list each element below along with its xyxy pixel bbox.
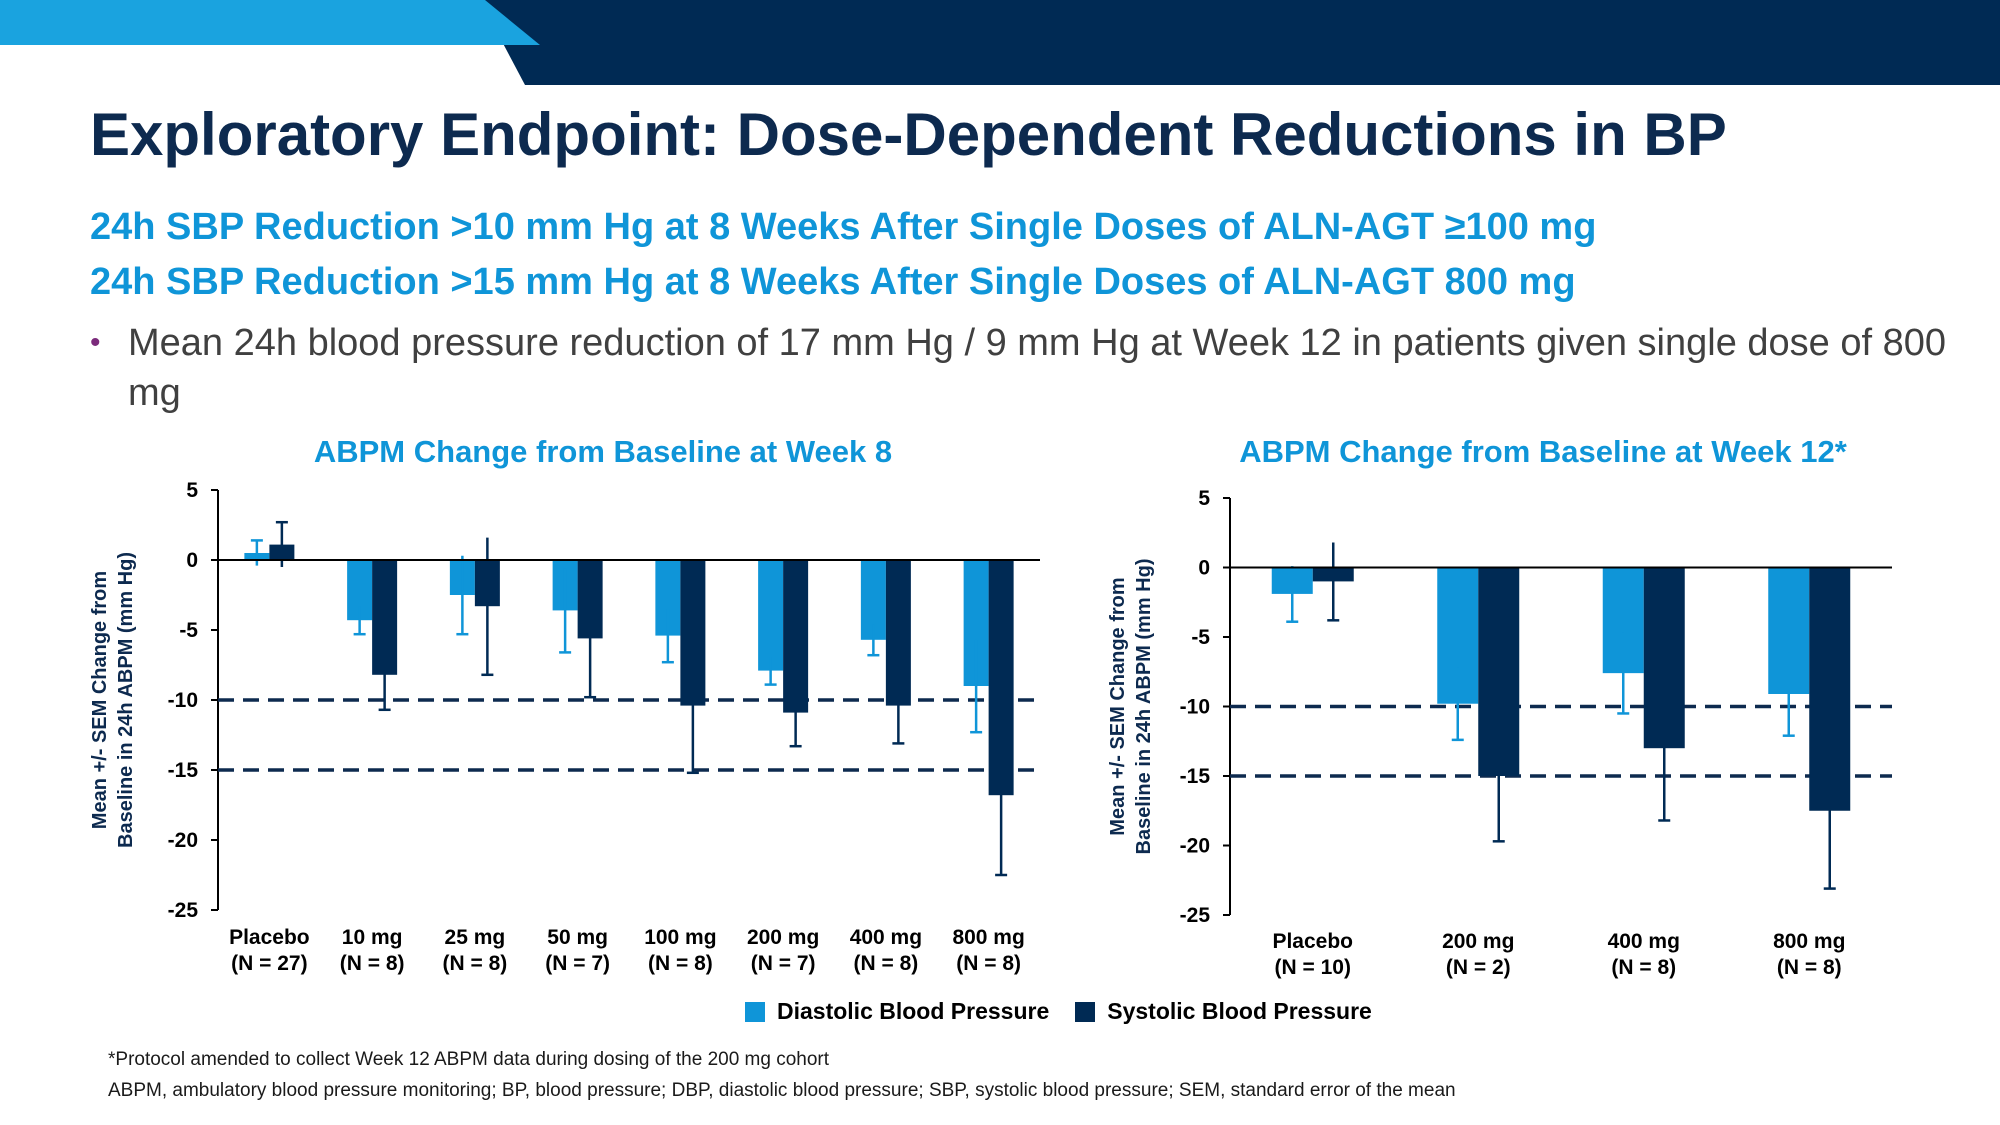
chart1-ylabel-line2: Baseline in 24h ABPM (mm Hg) [115,552,137,848]
chart2-category-dose: 400 mg [1608,930,1680,953]
chart2-category-n: (N = 8) [1777,956,1842,979]
chart1-category-n: (N = 7) [545,952,610,975]
legend-item-diastolic: Diastolic Blood Pressure [745,998,1049,1025]
chart1-category-dose: Placebo [229,926,310,949]
chart1-category-n: (N = 8) [648,952,713,975]
chart1-ylabel-line1: Mean +/- SEM Change from [89,571,111,829]
chart1-ytick-label: -10 [168,689,198,712]
chart1-category-dose: 200 mg [747,926,819,949]
chart2-ytick-label: -10 [1180,696,1210,719]
chart2-ytick-label: -20 [1180,835,1210,858]
chart1-category-n: (N = 8) [442,952,507,975]
chart1-category-n: (N = 8) [340,952,405,975]
subtitle-week8-100mg: 24h SBP Reduction >10 mm Hg at 8 Weeks A… [90,206,1597,248]
legend-swatch-diastolic [745,1001,765,1022]
bullet-marker: • [90,326,101,359]
chart2-ytick-label: -5 [1191,626,1210,649]
chart2-ytick-label: 5 [1198,487,1210,510]
chart1-category-dose: 400 mg [850,926,922,949]
chart1-category-dose: 800 mg [952,926,1024,949]
banner-dark-shape [480,0,2000,85]
chart2-category-n: (N = 10) [1275,956,1351,979]
chart-legend: Diastolic Blood Pressure Systolic Blood … [745,998,1398,1025]
footnote-protocol: *Protocol amended to collect Week 12 ABP… [108,1049,830,1070]
legend-item-systolic: Systolic Blood Pressure [1075,998,1372,1025]
chart1-ytick-label: -20 [168,829,198,852]
footnote-abbreviations: ABPM, ambulatory blood pressure monitori… [108,1080,1456,1101]
chart1-category-dose: 50 mg [547,926,608,949]
chart2-ytick-label: -25 [1180,904,1211,927]
chart1-category-n: (N = 27) [231,952,307,975]
chart1-category-dose: 10 mg [342,926,403,949]
chart1-ytick-label: 5 [186,479,198,502]
chart1-ytick-label: 0 [186,549,198,572]
chart1-ytick-label: -15 [168,759,199,782]
chart2-category-dose: Placebo [1272,930,1353,953]
legend-swatch-systolic [1075,1001,1096,1022]
bullet-point: • Mean 24h blood pressure reduction of 1… [90,318,1970,418]
chart2-category-dose: 800 mg [1773,930,1845,953]
chart1-category-n: (N = 7) [751,952,816,975]
chart1-ytick-label: -25 [168,899,199,922]
chart2-category-n: (N = 2) [1446,956,1511,979]
chart1-ytick-label: -5 [179,619,198,642]
chart2-title: ABPM Change from Baseline at Week 12* [1239,434,1847,469]
chart1-category-dose: 100 mg [644,926,716,949]
chart1-category-dose: 25 mg [445,926,506,949]
chart1-category-n: (N = 8) [956,952,1021,975]
chart2-ytick-label: 0 [1198,557,1210,580]
banner-light-shape [0,0,540,45]
slide-title: Exploratory Endpoint: Dose-Dependent Red… [90,101,1727,168]
chart1-title: ABPM Change from Baseline at Week 8 [314,434,892,469]
chart2-ytick-label: -15 [1180,765,1211,788]
chart1-category-n: (N = 8) [853,952,918,975]
top-banner [0,0,2000,85]
chart2-category-n: (N = 8) [1611,956,1676,979]
chart2-category-dose: 200 mg [1442,930,1514,953]
subtitle-week8-800mg: 24h SBP Reduction >15 mm Hg at 8 Weeks A… [90,261,1576,303]
chart2-ylabel-line2: Baseline in 24h ABPM (mm Hg) [1133,559,1155,855]
chart2-ylabel-line1: Mean +/- SEM Change from [1107,577,1129,835]
bullet-text: Mean 24h blood pressure reduction of 17 … [128,322,1946,414]
legend-label-systolic: Systolic Blood Pressure [1107,998,1372,1024]
chart1-bar-diastolic [758,560,784,671]
legend-label-diastolic: Diastolic Blood Pressure [777,998,1050,1024]
